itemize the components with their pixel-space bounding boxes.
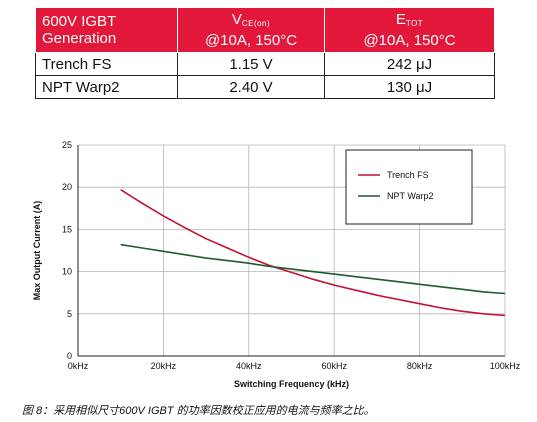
y-tick-label: 15 xyxy=(62,224,72,234)
table-row: NPT Warp2 2.40 V 130 μJ xyxy=(35,75,495,99)
legend-label: NPT Warp2 xyxy=(387,191,434,201)
x-tick-label: 0kHz xyxy=(68,361,89,371)
row-etot: 130 μJ xyxy=(324,75,495,99)
header-generation-line2: Generation xyxy=(42,30,117,47)
row-etot: 242 μJ xyxy=(324,52,495,76)
header-vce: VCE(on) @10A, 150°C xyxy=(177,7,325,53)
x-tick-label: 80kHz xyxy=(407,361,433,371)
header-etot-condition: @10A, 150°C xyxy=(363,32,456,49)
current-vs-frequency-chart: 0kHz 20kHz 40kHz 60kHz 80kHz 100kHz 0 5 10 15 20 25… xyxy=(32,140,521,389)
legend-box xyxy=(345,149,473,225)
legend-label: Trench FS xyxy=(387,170,429,180)
row-vce: 2.40 V xyxy=(177,75,325,99)
x-tick-label: 100kHz xyxy=(490,361,521,371)
header-generation-line1: 600V IGBT xyxy=(42,13,117,30)
x-tick-label: 20kHz xyxy=(151,361,177,371)
x-axis-label: Switching Frequency (kHz) xyxy=(234,379,349,389)
header-vce-condition: @10A, 150°C xyxy=(204,32,298,49)
igbt-comparison-table: 600V IGBT Generation VCE(on) @10A, 150°C… xyxy=(35,7,495,99)
series-line-npt-warp2 xyxy=(120,243,506,295)
header-etot: ETOT @10A, 150°C xyxy=(324,7,495,53)
y-tick-label: 5 xyxy=(67,309,72,319)
table-row: Trench FS 1.15 V 242 μJ xyxy=(35,52,495,76)
header-etot-subscript: TOT xyxy=(405,19,424,28)
y-tick-label: 25 xyxy=(62,140,72,150)
header-etot-symbol: E xyxy=(395,11,406,28)
header-vce-symbol: V xyxy=(231,11,242,28)
axis-ticks: 0kHz 20kHz 40kHz 60kHz 80kHz 100kHz 0 5 10 15 20 25 xyxy=(62,140,521,371)
row-vce: 1.15 V xyxy=(177,52,325,76)
header-vce-subscript: CE(on) xyxy=(241,19,271,28)
table-header-row: 600V IGBT Generation VCE(on) @10A, 150°C… xyxy=(35,7,495,53)
y-tick-label: 10 xyxy=(62,267,72,277)
y-tick-label: 0 xyxy=(67,351,72,361)
x-tick-label: 40kHz xyxy=(236,361,262,371)
row-name: Trench FS xyxy=(35,52,178,76)
x-tick-label: 60kHz xyxy=(321,361,347,371)
y-tick-label: 20 xyxy=(62,182,72,192)
series-lines xyxy=(120,189,506,317)
y-axis-label: Max Output Current (A) xyxy=(32,201,42,301)
header-generation: 600V IGBT Generation xyxy=(35,7,178,53)
row-name: NPT Warp2 xyxy=(35,75,178,99)
chart-legend: Trench FS NPT Warp2 xyxy=(345,149,473,225)
figure-caption: 图 8：采用相似尺寸600V IGBT 的功率因数校正应用的电流与频率之比。 xyxy=(22,405,375,417)
series-line-trench-fs xyxy=(120,189,506,317)
plot-frame xyxy=(77,145,505,357)
